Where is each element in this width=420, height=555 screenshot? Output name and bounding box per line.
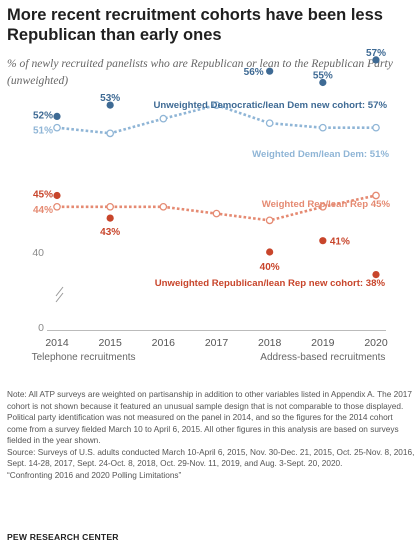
series-point (212, 101, 221, 109)
data-label: 41% (330, 237, 350, 248)
series-point (372, 56, 380, 64)
series-point (266, 248, 274, 256)
data-label: 51% (33, 126, 53, 137)
chart-note: Note: All ATP surveys are weighted on pa… (7, 389, 415, 481)
series-point (319, 237, 327, 245)
x-tick-label: 2018 (258, 337, 282, 349)
x-tick-label: 2014 (45, 337, 69, 349)
axis-break-mark (55, 286, 64, 303)
series-end-label: Unweighted Democratic/lean Dem new cohor… (153, 100, 387, 111)
data-labels: 52% 53% 56% 55% 57% 51% 44% 45% 43% 40% 41% Unweigh… (33, 48, 390, 289)
series-point (372, 191, 380, 200)
x-tick-label: 2020 (364, 337, 388, 349)
series-point (106, 202, 115, 211)
data-label: 43% (100, 227, 120, 238)
data-label: 55% (313, 71, 333, 82)
series-point (53, 191, 61, 200)
x-group-label: Telephone recruitments (32, 352, 136, 363)
data-label: 57% (366, 48, 386, 59)
series-point (265, 119, 274, 128)
data-label: 56% (244, 67, 264, 78)
x-tick-label: 2019 (311, 337, 335, 349)
series-point (372, 123, 380, 132)
data-label: 52% (33, 110, 53, 121)
series-end-label: Weighted Dem/lean Dem: 51% (252, 149, 389, 160)
series-point (266, 67, 274, 75)
series-point (106, 129, 115, 138)
x-tick-labels: 2014 2015 2016 2017 2018 2019 2020 (45, 337, 388, 349)
series-end-label: Weighted Rep/lean Rep 45% (262, 199, 391, 210)
series-point (318, 202, 327, 211)
series-marks (53, 56, 380, 279)
series-point (265, 216, 274, 225)
series-point (159, 202, 168, 211)
data-label: 45% (33, 190, 53, 201)
x-group-labels: Telephone recruitments Address-based recr… (32, 352, 386, 363)
x-group-label: Address-based recruitments (260, 352, 385, 363)
series-point (372, 271, 380, 279)
series-point (319, 78, 327, 87)
page-title: More recent recruitment cohorts have bee… (7, 6, 383, 44)
chart-axes (47, 286, 386, 331)
y-tick-label: 0 (38, 322, 44, 334)
series-point (212, 209, 221, 218)
x-tick-label: 2016 (152, 337, 176, 349)
data-label: 40% (260, 262, 280, 273)
y-tick-label: 40 (32, 247, 44, 259)
x-tick-label: 2017 (205, 337, 229, 349)
series-point (53, 202, 61, 211)
series-point (53, 112, 61, 120)
note-text: Note: All ATP surveys are weighted on pa… (7, 390, 412, 445)
series-point (106, 101, 114, 109)
series-point (318, 123, 327, 132)
y-tick-labels: 0 40 (32, 247, 44, 334)
org-name: PEW RESEARCH CENTER (7, 532, 119, 542)
report-title: “Confronting 2016 and 2020 Polling Limit… (7, 470, 182, 480)
x-tick-label: 2015 (98, 337, 122, 349)
series-point (53, 123, 61, 132)
source-text: Source: Surveys of U.S. adults conducted… (7, 447, 415, 469)
chart-subtitle: % of newly recruited panelists who are R… (7, 57, 393, 87)
data-label: 44% (33, 205, 53, 216)
series-end-label: Unweighted Republican/lean Rep new cohor… (155, 278, 386, 289)
data-label: 53% (100, 93, 120, 104)
party-cohort-chart: 0 40 2014 2015 2016 2017 2018 2019 2020 Telepho… (32, 48, 391, 363)
series-point (159, 114, 168, 123)
series-point (106, 214, 114, 222)
